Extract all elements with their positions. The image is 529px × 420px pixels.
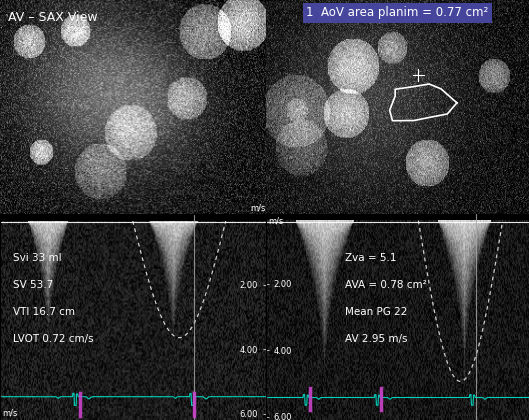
Text: m/s: m/s	[268, 216, 284, 225]
Text: Zva = 5.1: Zva = 5.1	[344, 253, 396, 263]
Text: m/s: m/s	[250, 203, 266, 212]
Text: VTI 16.7 cm: VTI 16.7 cm	[13, 307, 75, 317]
Text: AV 2.95 m/s: AV 2.95 m/s	[344, 333, 407, 344]
Text: AVA = 0.78 cm²: AVA = 0.78 cm²	[344, 280, 426, 290]
Text: Svi 33 ml: Svi 33 ml	[13, 253, 62, 263]
Text: Mean PG 22: Mean PG 22	[344, 307, 407, 317]
Text: m/s: m/s	[3, 409, 18, 418]
Text: AV – SAX View: AV – SAX View	[8, 10, 97, 24]
Text: SV 53.7: SV 53.7	[13, 280, 53, 290]
Text: 1  AoV area planim = 0.77 cm²: 1 AoV area planim = 0.77 cm²	[306, 6, 488, 19]
Text: LVOT 0.72 cm/s: LVOT 0.72 cm/s	[13, 333, 94, 344]
